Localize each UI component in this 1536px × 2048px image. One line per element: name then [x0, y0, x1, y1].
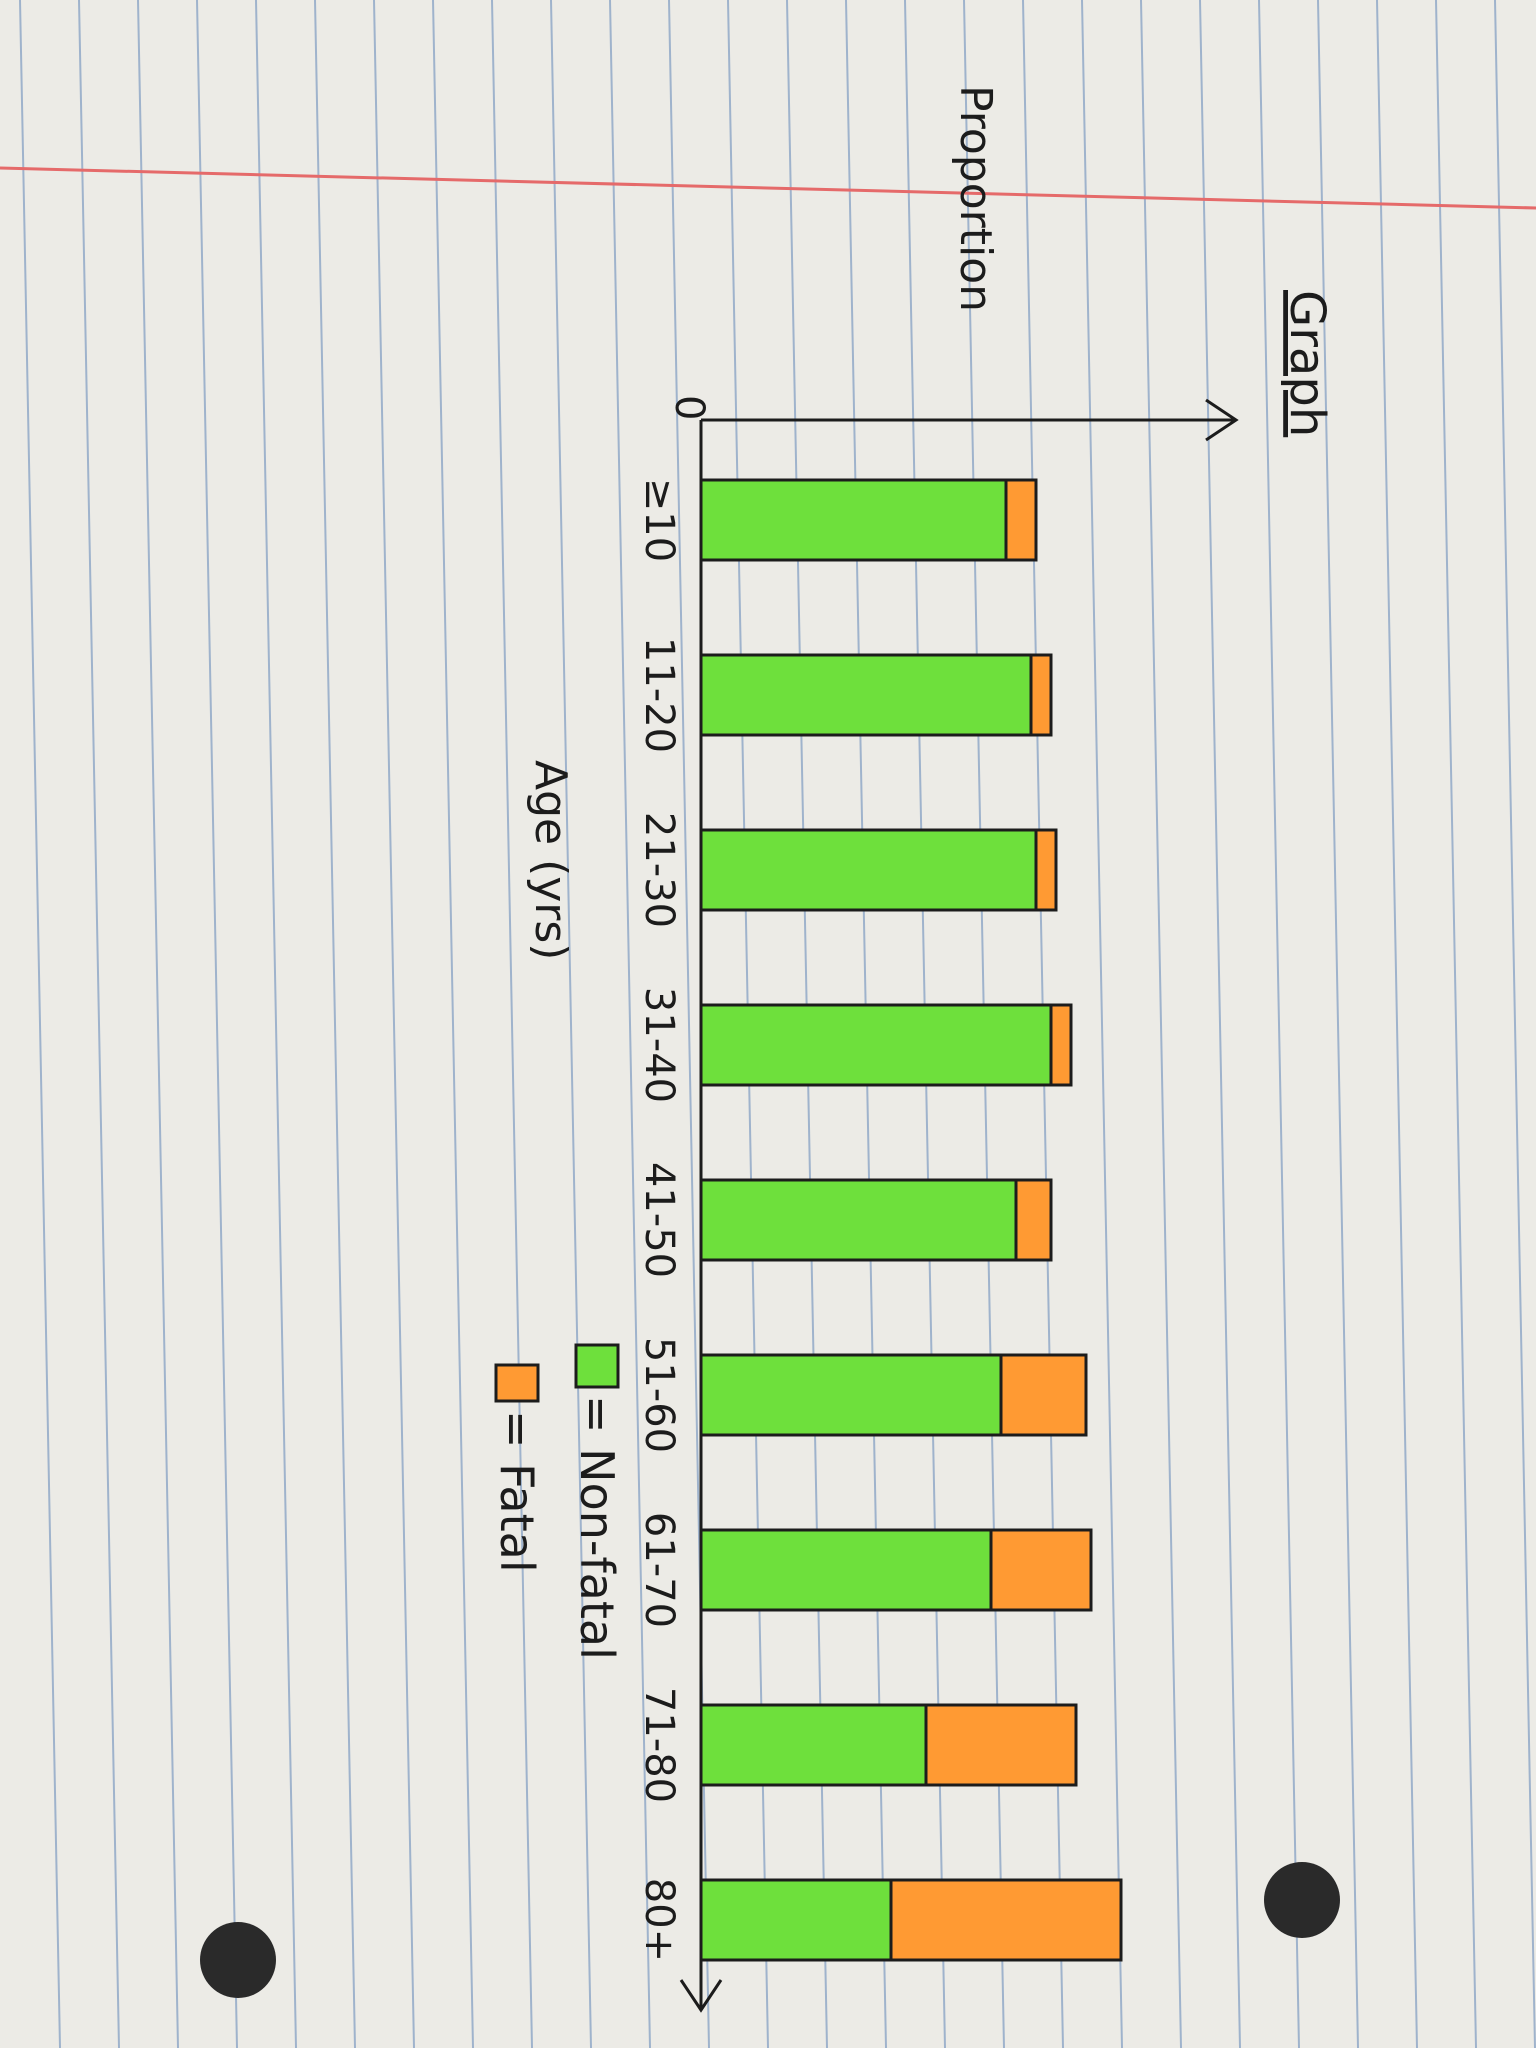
x-tick-label: ≥10	[636, 478, 682, 562]
ruled-line	[550, 0, 592, 2048]
ruled-line	[78, 0, 120, 2048]
bar-non-fatal	[699, 1703, 928, 1787]
bar-fatal	[1034, 828, 1058, 912]
binder-hole-right	[1264, 1862, 1340, 1938]
x-tick-label: 80+	[636, 1878, 682, 1962]
ruled-line	[1494, 0, 1536, 2048]
ruled-line	[196, 0, 238, 2048]
bar-non-fatal	[699, 1178, 1018, 1262]
x-tick-label: 61-70	[636, 1512, 682, 1628]
bar-fatal	[889, 1878, 1123, 1962]
y-axis-origin-label: 0	[666, 395, 712, 420]
bar-fatal	[989, 1528, 1093, 1612]
x-tick-label: 11-20	[636, 637, 682, 753]
ruled-line	[491, 0, 533, 2048]
ruled-line	[137, 0, 179, 2048]
bars-group	[699, 478, 1123, 1962]
bar-fatal	[1004, 478, 1038, 562]
legend-label-non-fatal: = Non-fatal	[570, 1395, 624, 1660]
ruled-line	[432, 0, 474, 2048]
x-tick-label: 51-60	[636, 1337, 682, 1453]
bar-non-fatal	[699, 1353, 1003, 1437]
bar-fatal	[999, 1353, 1088, 1437]
chart-title: Graph	[1279, 290, 1335, 437]
x-tick-label: 41-50	[636, 1162, 682, 1278]
x-tick-labels: ≥10 11-20 21-30 31-40 41-50 51-60 61-70 71-80 80…	[636, 478, 682, 1962]
ruled-line	[373, 0, 415, 2048]
ruled-line	[1199, 0, 1241, 2048]
x-axis-label: Age (yrs)	[525, 760, 576, 960]
y-axis-arrowhead	[1205, 398, 1239, 442]
bar-non-fatal	[699, 1528, 993, 1612]
legend-swatch-fatal	[494, 1363, 540, 1403]
bar-non-fatal	[699, 478, 1008, 562]
x-tick-label: 31-40	[636, 987, 682, 1103]
ruled-line	[1317, 0, 1359, 2048]
ruled-line	[1081, 0, 1123, 2048]
bar-non-fatal	[699, 1003, 1053, 1087]
legend-swatch-non-fatal	[574, 1343, 620, 1389]
legend-label-fatal: = Fatal	[490, 1410, 544, 1573]
bar-non-fatal	[699, 1878, 893, 1962]
bar-non-fatal	[699, 828, 1038, 912]
x-axis-arrowhead	[679, 1979, 723, 2013]
ruled-line	[1435, 0, 1477, 2048]
ruled-line	[255, 0, 297, 2048]
y-axis-label: Proportion	[950, 85, 1001, 312]
ruled-line	[609, 0, 651, 2048]
bar-fatal	[1049, 1003, 1073, 1087]
ruled-line	[1140, 0, 1182, 2048]
bar-fatal	[1014, 1178, 1053, 1262]
ruled-line	[314, 0, 356, 2048]
bar-fatal	[1029, 653, 1053, 737]
ruled-line	[1376, 0, 1418, 2048]
x-tick-label: 21-30	[636, 812, 682, 928]
ruled-line	[1258, 0, 1300, 2048]
binder-hole-top	[200, 1922, 276, 1998]
margin-line	[0, 166, 1536, 210]
ruled-line	[19, 0, 61, 2048]
bar-fatal	[924, 1703, 1078, 1787]
x-tick-label: 71-80	[636, 1687, 682, 1803]
bar-non-fatal	[699, 653, 1033, 737]
